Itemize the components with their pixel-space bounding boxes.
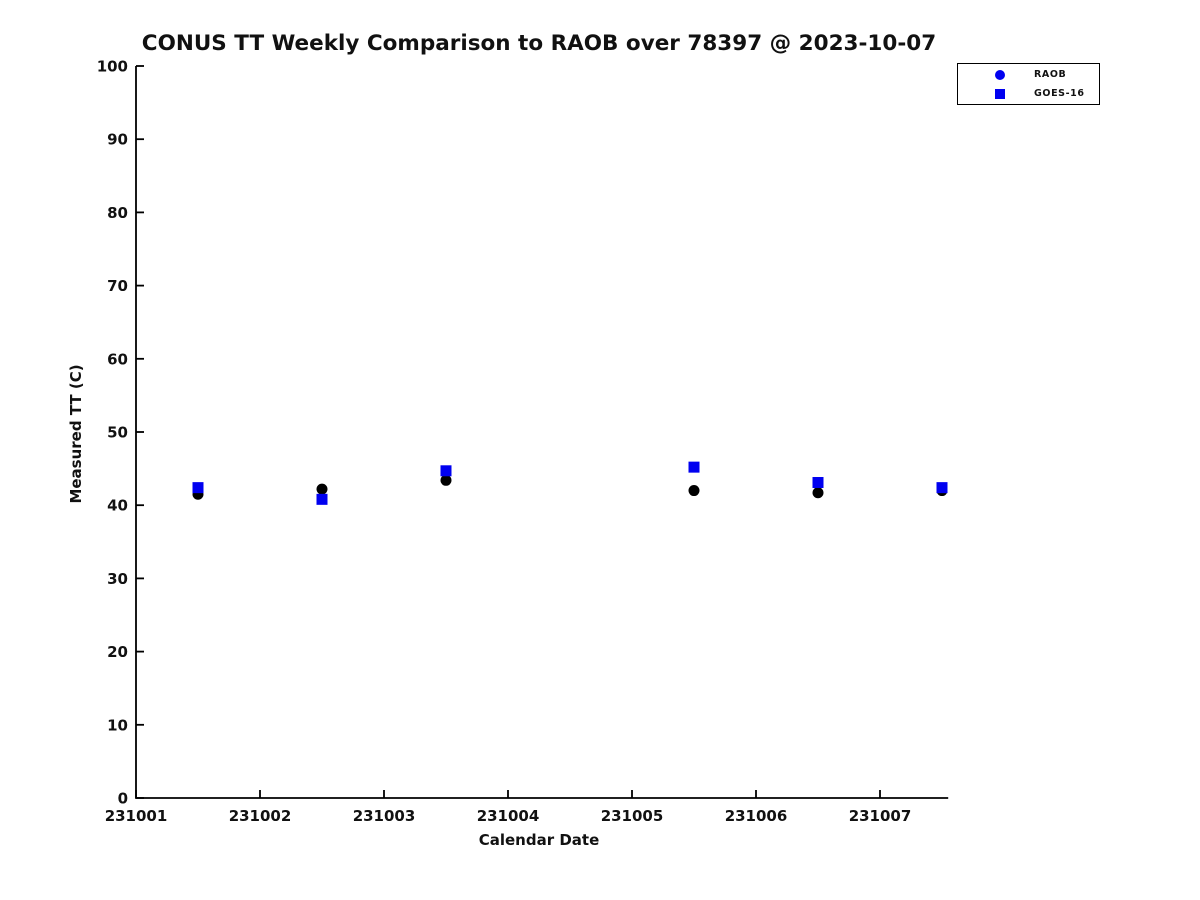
y-tick-label: 10: [107, 716, 128, 734]
y-tick-label: 50: [107, 424, 128, 442]
legend-item-raob: RAOB: [958, 65, 1099, 84]
x-tick-label: 231001: [105, 807, 168, 825]
y-tick-label: 100: [97, 58, 128, 76]
x-axis-label: Calendar Date: [478, 831, 600, 849]
x-tick-label: 231004: [477, 807, 540, 825]
legend-label-raob: RAOB: [1034, 69, 1067, 80]
data-point-raob: [688, 485, 700, 497]
data-point-goes16: [688, 461, 700, 473]
y-tick-label: 20: [107, 643, 128, 661]
y-tick-label: 0: [118, 790, 128, 808]
axis-spines: [135, 66, 949, 799]
data-point-raob: [440, 474, 452, 486]
data-point-goes16: [192, 482, 204, 494]
legend-item-goes16: GOES-16: [958, 84, 1099, 103]
x-axis: 231001 231002 231003 231004 231005 231006 2310…: [105, 790, 912, 825]
series-raob: [192, 474, 948, 500]
legend-label-goes16: GOES-16: [1034, 88, 1085, 99]
x-tick-label: 231003: [353, 807, 416, 825]
data-point-goes16: [316, 493, 328, 505]
goes16-legend-marker-icon: [994, 88, 1006, 100]
data-point-goes16: [440, 465, 452, 477]
y-axis: 0 10 20 30 40 50 60 70 80 90 100: [97, 58, 144, 808]
data-point-goes16: [812, 477, 824, 489]
y-tick-label: 80: [107, 204, 128, 222]
series-goes16: [192, 461, 948, 505]
x-tick-label: 231007: [849, 807, 912, 825]
y-tick-label: 60: [107, 350, 128, 368]
y-tick-label: 70: [107, 277, 128, 295]
data-point-raob: [812, 487, 824, 499]
data-point-goes16: [936, 482, 948, 494]
legend: RAOB GOES-16: [957, 63, 1100, 105]
chart-title: CONUS TT Weekly Comparison to RAOB over …: [141, 31, 937, 56]
y-tick-label: 90: [107, 131, 128, 149]
raob-legend-marker-icon: [994, 69, 1006, 81]
y-tick-label: 30: [107, 570, 128, 588]
y-tick-label: 40: [107, 497, 128, 515]
x-tick-label: 231002: [229, 807, 292, 825]
data-point-raob: [316, 483, 328, 495]
x-tick-label: 231006: [725, 807, 788, 825]
x-tick-label: 231005: [601, 807, 664, 825]
